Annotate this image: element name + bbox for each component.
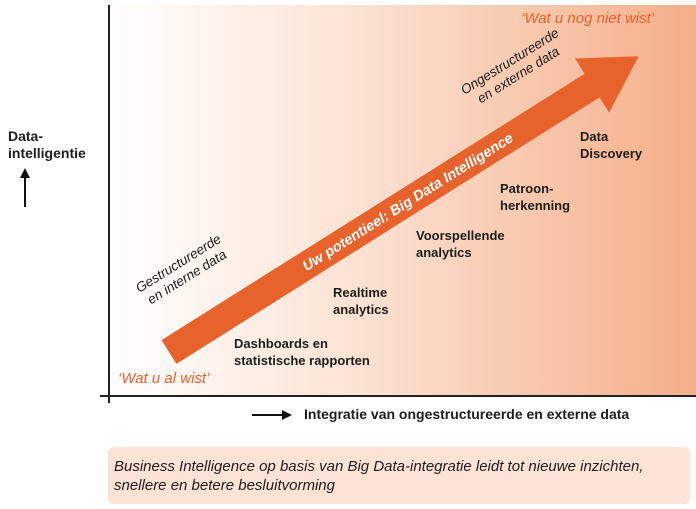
stage-data-discovery: Data Discovery (580, 128, 642, 162)
stage-line2: herkenning (500, 198, 571, 213)
caption-line2: snellere en betere besluitvorming (114, 477, 335, 494)
corner-label-unknown: ‘Wat u nog niet wist’ (521, 10, 655, 27)
stage-predictive-analytics: Voorspellende analytics (416, 227, 505, 261)
y-axis-line (108, 5, 110, 403)
stage-line1: Patroon- (500, 181, 554, 196)
caption-text: Business Intelligence op basis van Big D… (114, 457, 643, 495)
x-axis-line (100, 395, 696, 397)
stage-line2: Discovery (580, 146, 643, 161)
x-axis-label: Integratie van ongestructureerde en exte… (304, 406, 630, 422)
stage-line1: Data (580, 129, 609, 144)
caption-box: Business Intelligence op basis van Big D… (108, 447, 690, 504)
stage-line1: Voorspellende (416, 228, 505, 243)
stage-realtime-analytics: Realtime analytics (333, 284, 389, 318)
stage-line1: Realtime (333, 285, 388, 300)
stage-line2: analytics (333, 302, 389, 317)
stage-pattern-recognition: Patroon- herkenning (500, 180, 570, 214)
y-axis-label-line2: intelligentie (8, 145, 86, 161)
stage-line2: analytics (416, 245, 472, 260)
corner-label-known: ‘Wat u al wist’ (118, 370, 210, 387)
stage-line1: Dashboards en (234, 336, 328, 351)
caption-line1: Business Intelligence op basis van Big D… (114, 458, 644, 475)
y-axis-arrow-icon (20, 168, 30, 207)
stage-line2: statistische rapporten (234, 353, 370, 368)
y-axis-label: Data- intelligentie (8, 128, 86, 162)
y-axis-label-line1: Data- (8, 128, 44, 144)
x-axis-arrow-icon (252, 410, 292, 420)
big-data-arrow (161, 56, 639, 364)
stage-dashboards: Dashboards en statistische rapporten (234, 335, 370, 369)
